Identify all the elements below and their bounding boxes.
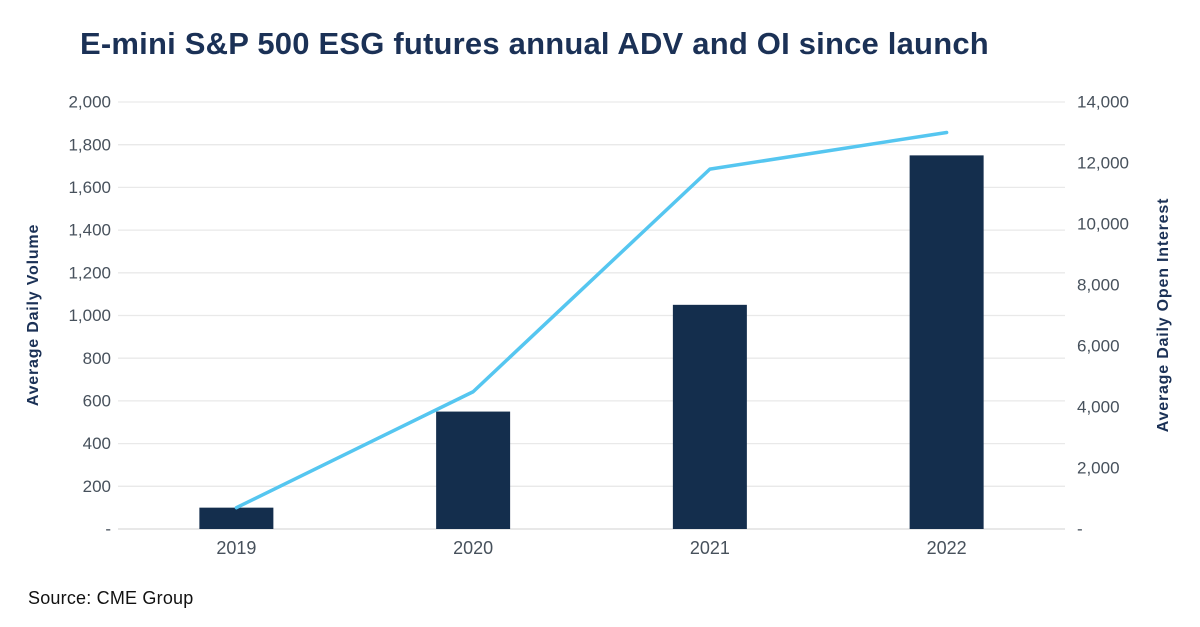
source-note: Source: CME Group	[28, 588, 194, 608]
right-axis-tick-label: 6,000	[1077, 337, 1120, 356]
right-axis-tick-label: 2,000	[1077, 459, 1120, 478]
left-axis-tick-label: 400	[83, 434, 111, 453]
left-axis-tick-label: 600	[83, 392, 111, 411]
bar-2022	[909, 155, 984, 529]
left-axis-tick-label: 2,000	[68, 93, 111, 112]
x-axis-label-2020: 2020	[453, 538, 493, 558]
bar-2020	[436, 411, 511, 529]
right-axis-tick-label: -	[1077, 520, 1083, 539]
left-axis-tick-label: 800	[83, 349, 111, 368]
right-axis-tick-label: 10,000	[1077, 215, 1129, 234]
left-axis-tick-label: 1,800	[68, 135, 111, 154]
right-axis-tick-label: 14,000	[1077, 93, 1129, 112]
bar-2019	[199, 507, 274, 529]
right-axis-title: Average Daily Open Interest	[1155, 197, 1172, 433]
left-axis-tick-label: -	[105, 520, 111, 539]
left-axis-tick-label: 200	[83, 477, 111, 496]
x-axis-label-2021: 2021	[690, 538, 730, 558]
right-axis-tick-label: 4,000	[1077, 398, 1120, 417]
x-axis-label-2019: 2019	[216, 538, 256, 558]
left-axis-tick-label: 1,400	[68, 221, 111, 240]
left-axis-tick-label: 1,200	[68, 263, 111, 282]
right-axis-tick-label: 12,000	[1077, 154, 1129, 173]
oi-line-series	[234, 130, 949, 510]
right-axis-tick-label: 8,000	[1077, 276, 1120, 295]
chart-title: E-mini S&P 500 ESG futures annual ADV an…	[80, 26, 989, 61]
left-axis-tick-label: 1,600	[68, 178, 111, 197]
left-axis-tick-label: 1,000	[68, 306, 111, 325]
x-axis-label-2022: 2022	[927, 538, 967, 558]
bar-2021	[672, 304, 747, 529]
left-axis-title: Average Daily Volume	[25, 223, 42, 407]
